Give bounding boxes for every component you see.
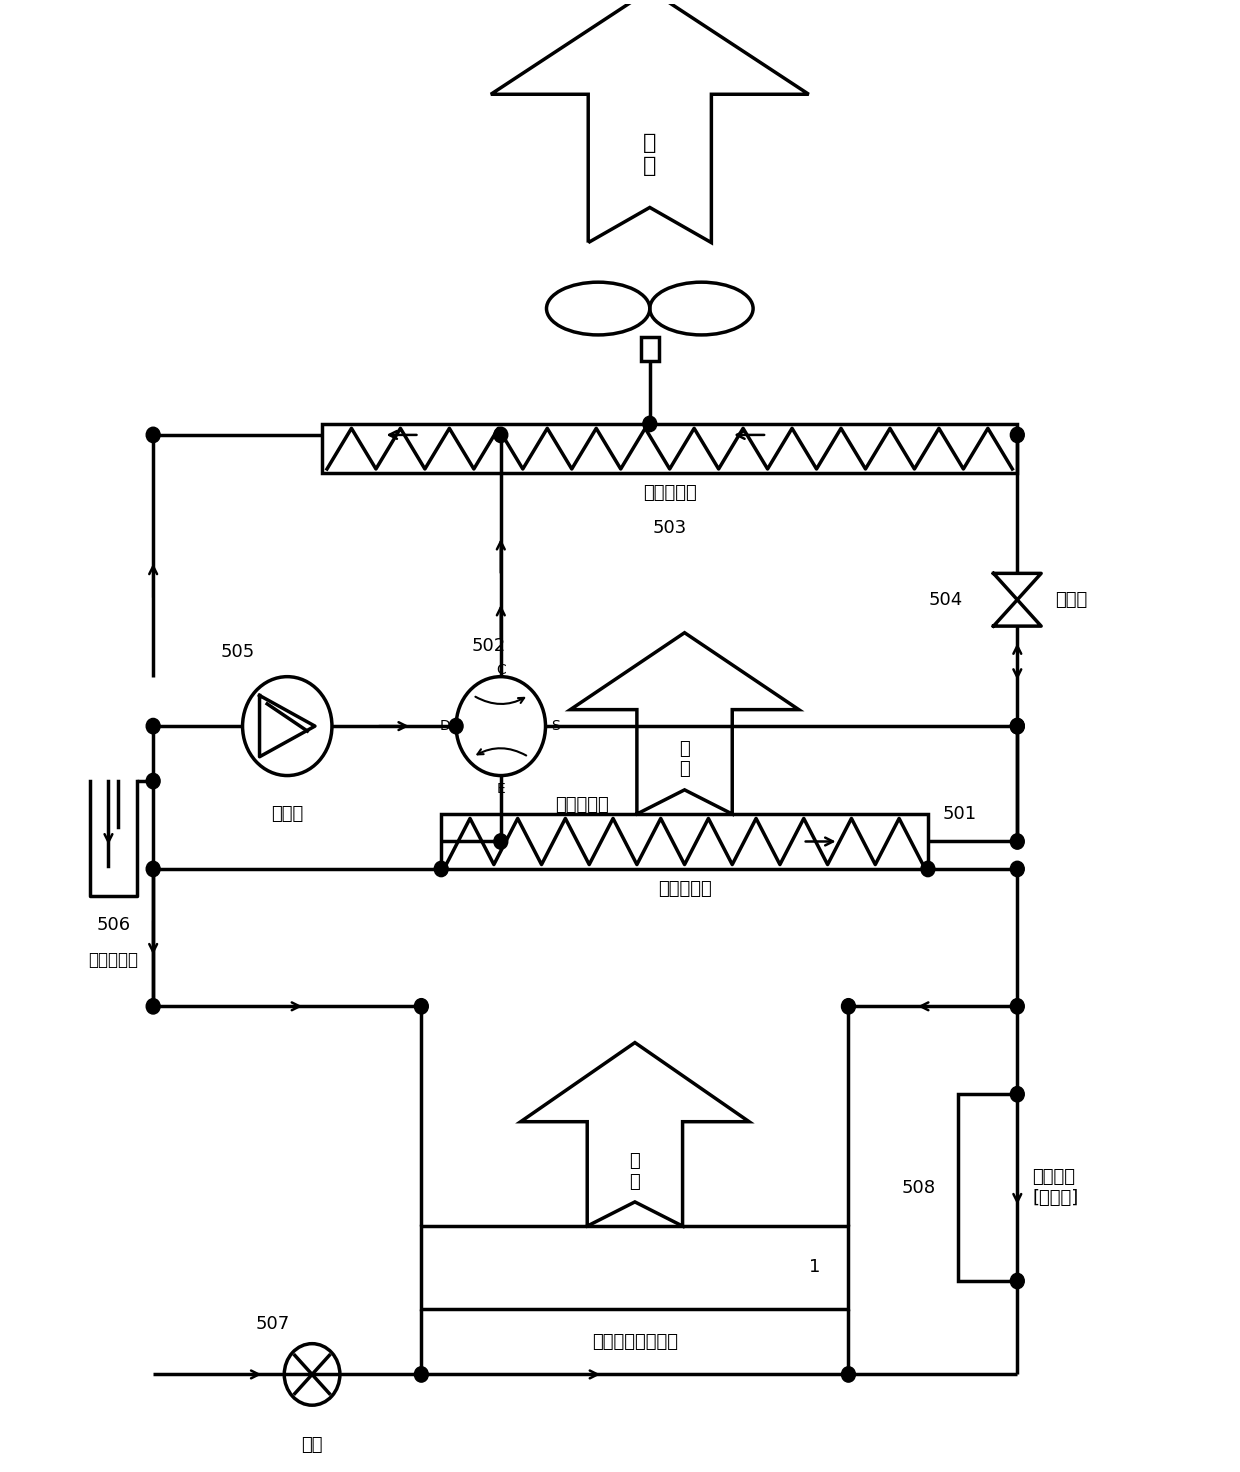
Text: 翅片换热器: 翅片换热器 bbox=[642, 484, 697, 502]
Circle shape bbox=[449, 718, 463, 735]
Text: 壳管换热器: 壳管换热器 bbox=[657, 880, 712, 898]
Text: 放
热: 放 热 bbox=[644, 132, 656, 177]
Circle shape bbox=[1011, 861, 1024, 877]
Circle shape bbox=[146, 998, 160, 1014]
Bar bbox=[422, 1226, 848, 1309]
Text: 508: 508 bbox=[901, 1179, 936, 1197]
Text: 501: 501 bbox=[942, 805, 977, 823]
Circle shape bbox=[842, 1366, 856, 1382]
Text: C: C bbox=[496, 662, 506, 677]
Bar bbox=[441, 814, 928, 868]
Text: 气液分离器: 气液分离器 bbox=[88, 951, 139, 970]
Bar bbox=[957, 1094, 1017, 1281]
Text: 502: 502 bbox=[471, 637, 506, 655]
Text: 503: 503 bbox=[652, 520, 687, 537]
Circle shape bbox=[146, 427, 160, 443]
Circle shape bbox=[434, 861, 448, 877]
Circle shape bbox=[1011, 998, 1024, 1014]
Text: 水泵: 水泵 bbox=[301, 1437, 322, 1454]
Text: 505: 505 bbox=[221, 643, 254, 661]
Circle shape bbox=[494, 427, 507, 443]
Text: 电加热器
[不通电]: 电加热器 [不通电] bbox=[1032, 1169, 1079, 1207]
Text: S: S bbox=[552, 720, 560, 733]
Circle shape bbox=[146, 718, 160, 735]
Text: 吸
热: 吸 热 bbox=[680, 739, 689, 779]
Text: 1: 1 bbox=[808, 1259, 820, 1276]
Circle shape bbox=[1011, 1273, 1024, 1288]
Circle shape bbox=[146, 861, 160, 877]
Text: 电池模组（多个）: 电池模组（多个） bbox=[591, 1332, 678, 1351]
Circle shape bbox=[414, 998, 428, 1014]
Circle shape bbox=[146, 773, 160, 789]
Circle shape bbox=[494, 833, 507, 849]
Bar bbox=[322, 424, 1017, 474]
Text: E: E bbox=[496, 782, 505, 796]
Circle shape bbox=[642, 417, 657, 431]
Circle shape bbox=[1011, 833, 1024, 849]
Circle shape bbox=[1011, 718, 1024, 735]
Text: 506: 506 bbox=[97, 916, 130, 935]
Text: 507: 507 bbox=[255, 1314, 289, 1332]
Bar bbox=[641, 337, 658, 361]
Text: 节流阀: 节流阀 bbox=[1055, 590, 1087, 609]
Circle shape bbox=[842, 998, 856, 1014]
Text: 吸
热: 吸 热 bbox=[630, 1151, 640, 1191]
Circle shape bbox=[1011, 1086, 1024, 1103]
Text: 压缩机: 压缩机 bbox=[272, 805, 304, 823]
Text: D: D bbox=[439, 720, 450, 733]
Circle shape bbox=[414, 1366, 428, 1382]
Circle shape bbox=[1011, 718, 1024, 735]
Text: 四通换向阀: 四通换向阀 bbox=[556, 796, 609, 814]
Text: 504: 504 bbox=[929, 590, 962, 609]
Circle shape bbox=[1011, 427, 1024, 443]
Circle shape bbox=[921, 861, 935, 877]
